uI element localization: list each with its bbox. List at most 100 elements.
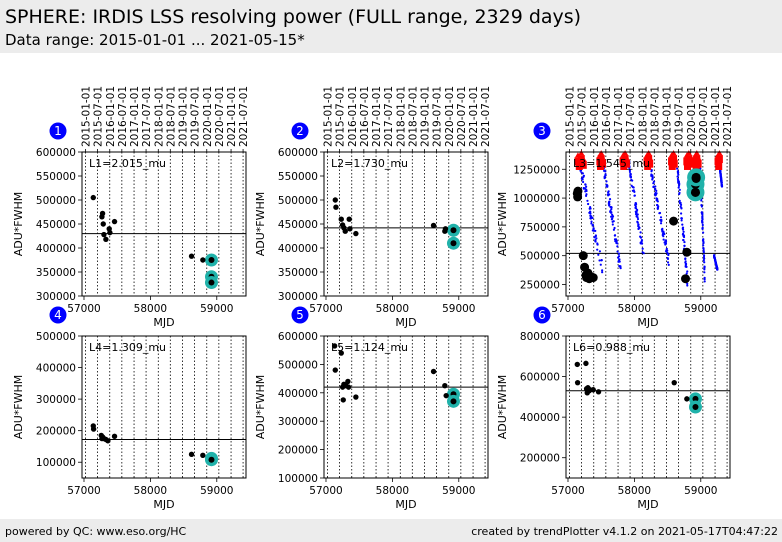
blue-data-point	[634, 205, 637, 208]
x-tick-label: 58000	[134, 303, 167, 315]
highlighted-data-point	[450, 398, 457, 405]
date-tick-label: 2015-07-01	[577, 86, 589, 147]
wavelength-label: L5=1.124_mu	[331, 341, 408, 354]
blue-data-point	[619, 265, 622, 268]
chart-panel-1: 2015-01-01 2015-07-01 2016-01-01 2016-07-01…	[12, 86, 250, 329]
x-tick-label: 59000	[684, 303, 717, 315]
blue-data-point	[584, 190, 587, 193]
y-tick-label: 400000	[278, 243, 318, 255]
y-axis-label: ADU*FWHM	[496, 192, 509, 257]
data-point	[338, 216, 344, 222]
data-point	[111, 433, 118, 440]
red-data-marker-tip	[687, 154, 694, 160]
panel-number-badge	[49, 306, 67, 324]
data-point	[332, 367, 338, 373]
data-point	[333, 204, 339, 210]
blue-data-point	[652, 182, 655, 185]
plot-frame	[81, 335, 247, 479]
x-tick-label: 59000	[442, 485, 475, 497]
blue-data-point	[703, 257, 706, 260]
blue-data-point	[598, 259, 601, 262]
data-point	[331, 343, 338, 349]
data-range-subtitle: Data range: 2015-01-01 ... 2021-05-15*	[5, 31, 305, 49]
blue-data-point	[594, 234, 597, 237]
x-axis-label: MJD	[395, 316, 416, 329]
date-tick-label: 2021-01-01	[710, 86, 722, 147]
wavelength-label: L1=2.015_mu	[89, 157, 166, 170]
date-tick-label: 2017-07-01	[141, 86, 153, 147]
red-data-point	[579, 160, 587, 169]
blue-data-point	[611, 215, 615, 218]
blue-data-point	[614, 240, 617, 243]
blue-data-point	[678, 201, 682, 204]
panel-number-badge	[49, 122, 67, 140]
date-tick-label: 2015-01-01	[81, 86, 93, 147]
y-tick-label: 100000	[278, 473, 318, 485]
blue-data-point	[676, 170, 680, 173]
blue-data-point	[701, 215, 704, 218]
blue-data-point	[633, 194, 636, 197]
x-tick-label: 59000	[200, 303, 233, 315]
blue-data-point	[609, 210, 612, 213]
red-data-marker-tip	[646, 154, 653, 160]
red-data-marker-tip	[716, 150, 723, 156]
data-point	[671, 379, 677, 386]
blue-data-point	[653, 188, 657, 191]
blue-data-point	[613, 226, 616, 230]
blue-data-point	[580, 171, 583, 174]
data-point	[691, 173, 701, 183]
y-tick-label: 500000	[278, 195, 318, 207]
blue-data-point	[700, 199, 703, 202]
chart-panel-3: 2015-01-01 2015-07-01 2016-01-01 2016-07-01…	[496, 86, 734, 329]
chart-panel-5: 5 57000 58000 59000 100000 200000 300000 400000…	[254, 306, 489, 511]
y-tick-label: 400000	[520, 412, 560, 424]
data-point	[353, 230, 359, 237]
date-tick-label: 2019-07-01	[432, 86, 444, 147]
red-data-marker-tip	[598, 150, 605, 156]
date-tick-label: 2016-01-01	[105, 86, 117, 147]
blue-data-point	[608, 200, 611, 203]
red-data-point	[599, 159, 607, 168]
blue-data-point	[720, 179, 723, 182]
y-tick-label: 400000	[278, 388, 318, 400]
y-tick-label: 1000000	[513, 193, 560, 205]
blue-data-point	[676, 175, 679, 178]
blue-data-point	[603, 169, 606, 172]
y-tick-label: 300000	[36, 394, 76, 406]
blue-data-point	[660, 218, 663, 222]
date-tick-label: 2019-07-01	[674, 86, 686, 147]
panel-number: 6	[538, 308, 546, 322]
x-tick-label: 57000	[67, 485, 100, 497]
data-point	[682, 247, 692, 257]
plot-frame	[323, 335, 489, 479]
blue-data-point	[639, 231, 642, 234]
x-tick-label: 57000	[309, 485, 342, 497]
blue-data-point	[703, 261, 706, 264]
date-tick-label: 2019-01-01	[662, 86, 674, 147]
red-data-point	[575, 161, 583, 170]
blue-data-point	[586, 199, 589, 202]
data-point	[588, 273, 598, 283]
blue-data-point	[607, 191, 610, 194]
highlighted-data-point	[692, 395, 699, 402]
red-data-marker-tip	[695, 154, 702, 160]
y-axis-label: ADU*FWHM	[12, 192, 25, 257]
blue-data-point	[599, 263, 602, 266]
date-tick-label: 2017-01-01	[129, 86, 141, 147]
blue-data-point	[667, 263, 670, 266]
blue-data-point	[686, 284, 689, 287]
blue-data-point	[702, 231, 705, 234]
wavelength-label: L4=1.309_mu	[89, 341, 166, 354]
y-tick-label: 300000	[36, 291, 76, 303]
blue-data-point	[593, 236, 596, 239]
date-tick-label: 2018-01-01	[637, 86, 649, 147]
blue-data-point	[701, 223, 704, 227]
blue-data-point	[636, 208, 639, 212]
blue-data-point	[703, 268, 706, 271]
y-axis-label: ADU*FWHM	[12, 375, 25, 440]
x-tick-label: 58000	[134, 485, 167, 497]
red-data-point	[715, 155, 723, 164]
blue-data-point	[703, 277, 706, 281]
date-tick-label: 2017-07-01	[383, 86, 395, 147]
blue-data-point	[601, 269, 604, 272]
